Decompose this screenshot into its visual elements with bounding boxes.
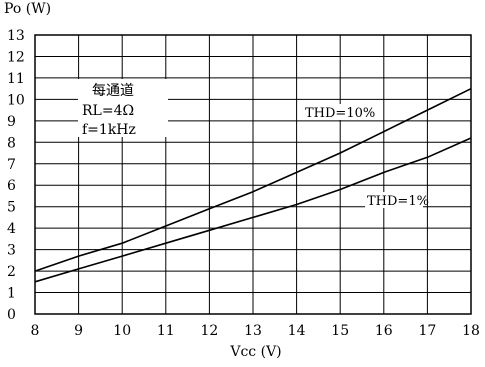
grid — [34, 34, 472, 315]
series-line-thd-1 — [34, 137, 472, 283]
y-tick-label: 5 — [7, 200, 16, 216]
x-tick-label: 18 — [462, 323, 480, 339]
x-axis-title: Vcc (V) — [229, 344, 281, 360]
y-tick-label: 1 — [7, 286, 16, 302]
annotation-line-frequency: f=1kHz — [82, 122, 136, 138]
x-tick-label: 9 — [74, 323, 83, 339]
y-tick-label: 2 — [7, 264, 16, 280]
y-tick-label: 7 — [7, 157, 16, 173]
x-tick-label: 13 — [244, 323, 262, 339]
y-tick-label: 6 — [7, 178, 16, 194]
series-label-bg-1 — [365, 192, 423, 208]
x-tick-label: 11 — [157, 323, 175, 339]
y-axis-title: Po (W) — [4, 1, 51, 17]
y-tick-label: 3 — [7, 243, 16, 259]
series-label-thd-10: THD=10% — [305, 106, 375, 121]
y-tick-label: 10 — [7, 92, 25, 108]
annotation-box: 每通道 RL=4Ω f=1kHz — [78, 79, 168, 138]
plot-frame — [34, 34, 472, 315]
y-tick-label: 8 — [7, 135, 16, 151]
annotation-line-channel: 每通道 — [92, 83, 134, 99]
y-tick-label: 0 — [7, 307, 16, 323]
series-lines — [34, 87, 472, 283]
x-tick-label: 8 — [31, 323, 40, 339]
annotation-background — [78, 79, 168, 137]
series-line-thd-10 — [34, 87, 472, 272]
y-tick-label: 4 — [7, 221, 16, 237]
x-tick-label: 12 — [200, 323, 218, 339]
series-label-bg-10 — [303, 104, 371, 120]
y-tick-label: 9 — [7, 114, 16, 130]
x-tick-label: 16 — [375, 323, 393, 339]
x-tick-label: 17 — [418, 323, 436, 339]
x-tick-label: 15 — [331, 323, 349, 339]
y-tick-label: 11 — [7, 71, 25, 87]
x-tick-label: 14 — [288, 323, 306, 339]
annotation-line-load: RL=4Ω — [82, 103, 134, 119]
series-label-thd-1: THD=1% — [367, 194, 429, 209]
series-labels: THD=10% THD=1% — [303, 104, 429, 209]
y-tick-label: 13 — [7, 28, 25, 44]
y-tick-label: 12 — [7, 49, 25, 65]
x-tick-label: 10 — [113, 323, 131, 339]
